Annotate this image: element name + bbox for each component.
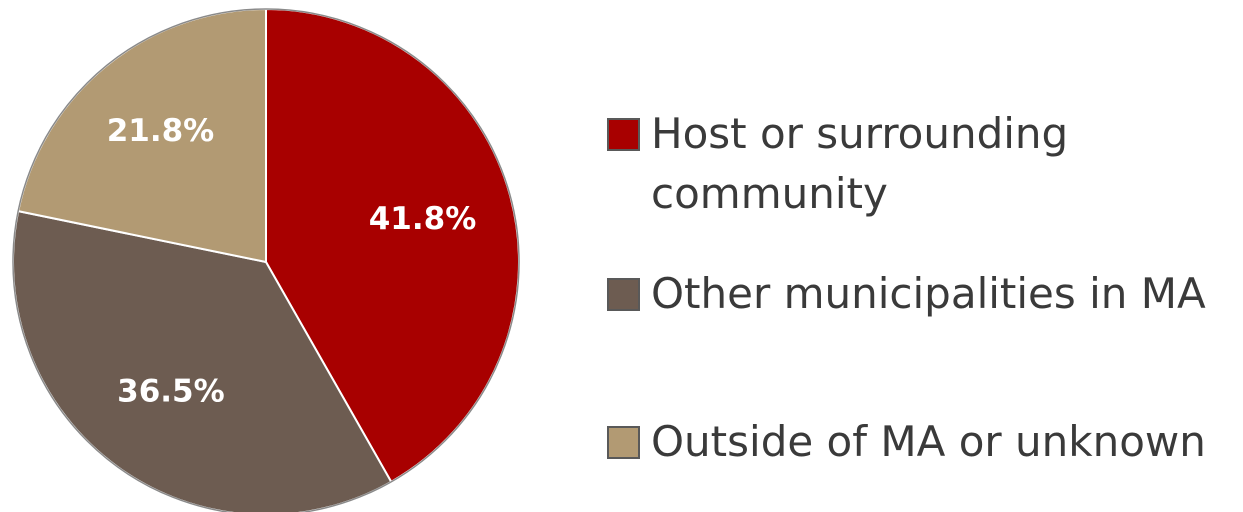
legend-item-host: Host or surrounding community [607,104,1068,224]
slice-label-other: 36.5% [117,374,225,410]
legend-label-host-line1: Host or surrounding [651,109,1069,158]
legend-label-outside: Outside of MA or unknown [651,417,1206,466]
slice-label-outside: 21.8% [107,113,215,149]
pie-svg: 41.8% 36.5% 21.8% [12,7,520,512]
slice-label-host: 41.8% [369,201,477,237]
pie-outline [12,8,520,512]
legend-label-other: Other municipalities in MA [651,269,1206,318]
legend-swatch-other [607,278,640,311]
legend-swatch-host [607,118,640,151]
legend-swatch-outside [607,426,640,459]
legend-item-outside: Outside of MA or unknown [607,412,1206,472]
legend-label-host: Host or surrounding community [651,104,1068,224]
legend-label-host-line2: community [651,169,888,218]
legend-item-other: Other municipalities in MA [607,264,1206,324]
